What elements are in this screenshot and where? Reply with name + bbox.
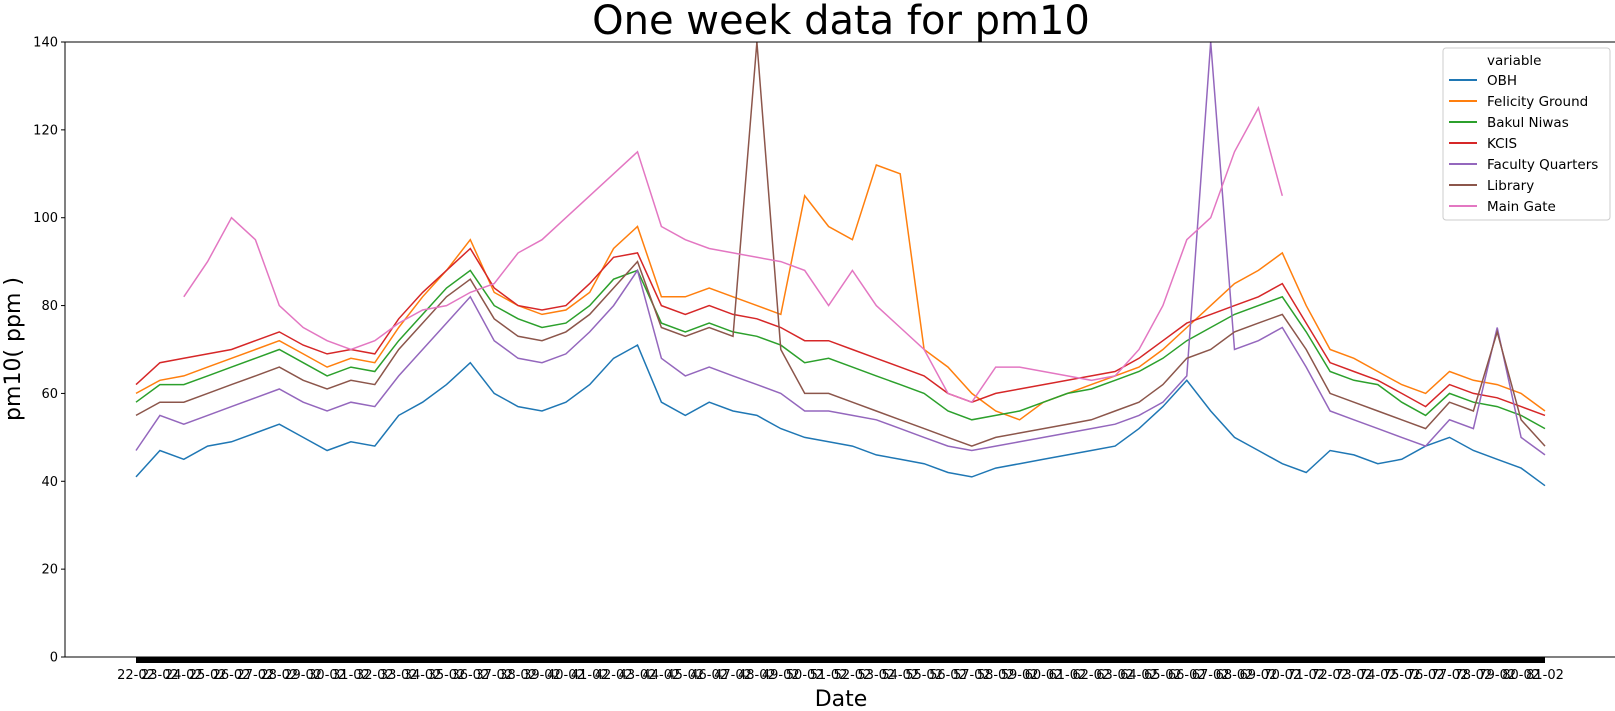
x-tick-label: 52-02 [834,668,872,683]
legend-label: Felicity Ground [1487,94,1588,110]
x-tick-label: 60-02 [1025,668,1063,683]
legend-label: OBH [1487,73,1517,89]
legend-label: Library [1487,178,1534,194]
x-tick-label: 30-02 [308,668,346,683]
x-tick-label: 36-02 [451,668,489,683]
y-axis: 0 20 40 60 80 100 120 140 [33,36,1615,666]
x-tick-label: 50-02 [786,668,824,683]
x-tick-label: 78-02 [1454,668,1492,683]
legend-label: Main Gate [1487,199,1556,215]
y-tick-label: 20 [41,563,58,578]
x-tick-label: 73-02 [1335,668,1373,683]
x-tick-label: 33-02 [380,668,418,683]
x-tick-label: 47-02 [714,668,752,683]
x-tick-label: 48-02 [738,668,776,683]
x-tick-label: 38-02 [499,668,537,683]
x-tick-label: 39-02 [523,668,561,683]
x-tick-label: 77-02 [1431,668,1469,683]
legend-title: variable [1487,53,1541,69]
x-axis-label: Date [815,687,868,711]
y-tick-label: 40 [41,475,58,490]
x-tick-label: 75-02 [1383,668,1421,683]
x-tick-label: 63-02 [1096,668,1134,683]
series-line-3 [135,247,1546,417]
x-tick-label: 40-02 [547,668,585,683]
x-tick-label: 24-02 [165,668,203,683]
x-tick-label: 26-02 [213,668,251,683]
legend: variable OBH Felicity Ground Bakul Niwas KC… [1442,47,1611,221]
x-tick-label: 57-02 [953,668,991,683]
series-line-4 [135,42,1546,456]
x-tick-label: 27-02 [237,668,275,683]
x-tick-label: 51-02 [810,668,848,683]
x-tick-label: 71-02 [1287,668,1325,683]
x-tick-label: 80-02 [1502,668,1540,683]
x-tick-label: 35-02 [428,668,466,683]
x-tick-label: 28-02 [260,668,298,683]
y-tick-label: 140 [33,36,58,51]
x-tick-label: 58-02 [977,668,1015,683]
plot-area [135,42,1546,487]
x-tick-label: 45-02 [666,668,704,683]
x-tick-label: 29-02 [284,668,322,683]
x-tick-label: 68-02 [1216,668,1254,683]
x-tick-label: 62-02 [1072,668,1110,683]
x-tick-label: 72-02 [1311,668,1349,683]
x-tick-label: 44-02 [642,668,680,683]
legend-label: Faculty Quarters [1487,157,1598,173]
x-tick-label: 74-02 [1359,668,1397,683]
y-tick-label: 80 [41,299,58,314]
x-tick-label: 25-02 [189,668,227,683]
y-tick-label: 60 [41,387,58,402]
x-tick-label: 23-02 [141,668,179,683]
legend-frame [1442,47,1611,221]
x-tick-label: 42-02 [595,668,633,683]
x-tick-label: 59-02 [1001,668,1039,683]
x-tick-band [136,657,1545,663]
x-tick-label: 81-02 [1526,668,1564,683]
series-line-0 [135,344,1546,487]
x-tick-label: 79-02 [1478,668,1516,683]
x-tick-label: 32-02 [356,668,394,683]
x-tick-label: 65-02 [1144,668,1182,683]
x-tick-label: 41-02 [571,668,609,683]
x-tick-label: 37-02 [475,668,513,683]
x-tick-label: 34-02 [404,668,442,683]
y-tick-label: 100 [33,211,58,226]
y-axis-label: pm10( ppm ) [1,277,26,421]
series-line-6 [183,105,1284,404]
x-tick-label: 43-02 [619,668,657,683]
series-line-5 [135,42,1546,447]
x-axis: 22-0223-0224-0225-0226-0227-0228-0229-02… [65,656,1615,683]
x-tick-label: 76-02 [1407,668,1445,683]
series-line-1 [135,164,1546,421]
x-tick-label: 69-02 [1240,668,1278,683]
series-line-2 [135,269,1546,430]
x-tick-label: 22-02 [117,668,155,683]
x-tick-label: 53-02 [857,668,895,683]
chart-title: One week data for pm10 [592,0,1090,44]
x-tick-label: 70-02 [1263,668,1301,683]
legend-label: Bakul Niwas [1487,115,1569,131]
x-tick-label: 67-02 [1192,668,1230,683]
x-tick-label: 66-02 [1168,668,1206,683]
x-tick-label: 64-02 [1120,668,1158,683]
x-tick-label: 49-02 [762,668,800,683]
y-tick-label: 0 [50,651,58,666]
y-tick-label: 120 [33,123,58,138]
legend-label: KCIS [1487,136,1517,152]
x-tick-label: 61-02 [1048,668,1086,683]
x-tick-label: 31-02 [332,668,370,683]
x-tick-label: 55-02 [905,668,943,683]
x-tick-label: 46-02 [690,668,728,683]
x-tick-label: 54-02 [881,668,919,683]
x-tick-label: 56-02 [929,668,967,683]
